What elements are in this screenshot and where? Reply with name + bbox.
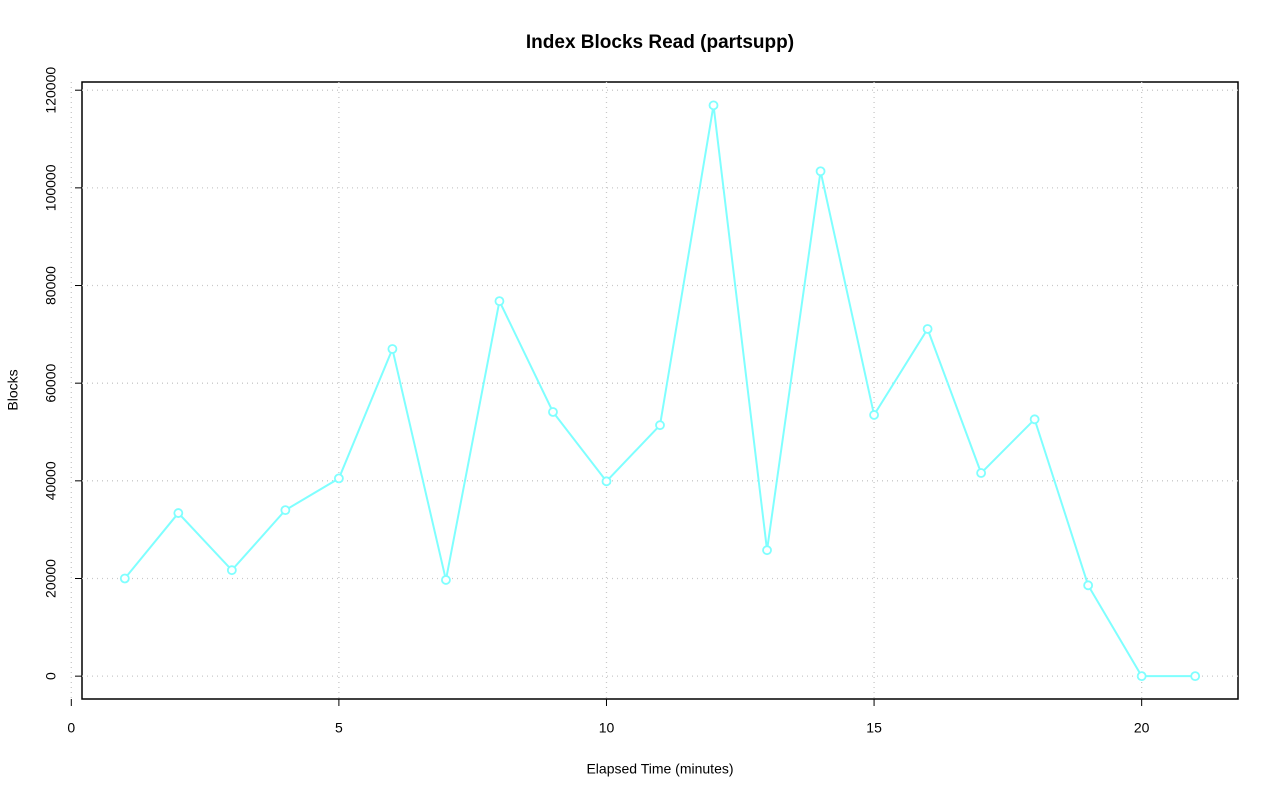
- data-point: [601, 476, 612, 487]
- y-tick-label: 120000: [43, 67, 59, 114]
- y-tick-label: 20000: [43, 559, 59, 598]
- data-point: [1083, 580, 1094, 591]
- y-tick-label: 100000: [43, 164, 59, 211]
- data-point: [976, 468, 987, 478]
- y-tick-label: 0: [43, 672, 59, 680]
- x-tick-label: 5: [335, 720, 343, 736]
- data-point: [1190, 671, 1201, 682]
- y-tick-label: 60000: [43, 363, 59, 402]
- x-axis-label: Elapsed Time (minutes): [586, 761, 733, 777]
- plot-frame: [81, 81, 1239, 700]
- data-point: [173, 508, 184, 518]
- y-tick-label: 80000: [43, 266, 59, 305]
- chart-title: Index Blocks Read (partsupp): [526, 32, 794, 53]
- data-point: [1136, 671, 1147, 682]
- x-tick-label: 15: [866, 720, 882, 736]
- data-line: [124, 105, 1196, 678]
- data-point: [494, 296, 505, 307]
- data-point: [119, 573, 130, 584]
- data-point: [762, 545, 772, 556]
- x-tick-label: 0: [67, 720, 75, 736]
- y-tick-label: 40000: [43, 461, 59, 500]
- y-axis-label: Blocks: [5, 369, 21, 410]
- data-point: [815, 166, 826, 177]
- data-point: [280, 505, 291, 516]
- data-point: [441, 575, 451, 585]
- data-point: [387, 344, 398, 354]
- data-point: [655, 420, 665, 431]
- data-point: [226, 565, 237, 576]
- data-point: [922, 324, 933, 334]
- data-point: [1029, 414, 1040, 425]
- data-point: [548, 407, 558, 417]
- x-tick-label: 20: [1134, 720, 1150, 736]
- data-point: [869, 410, 879, 420]
- data-point: [333, 473, 344, 484]
- data-point: [708, 100, 719, 111]
- x-tick-label: 10: [599, 720, 615, 736]
